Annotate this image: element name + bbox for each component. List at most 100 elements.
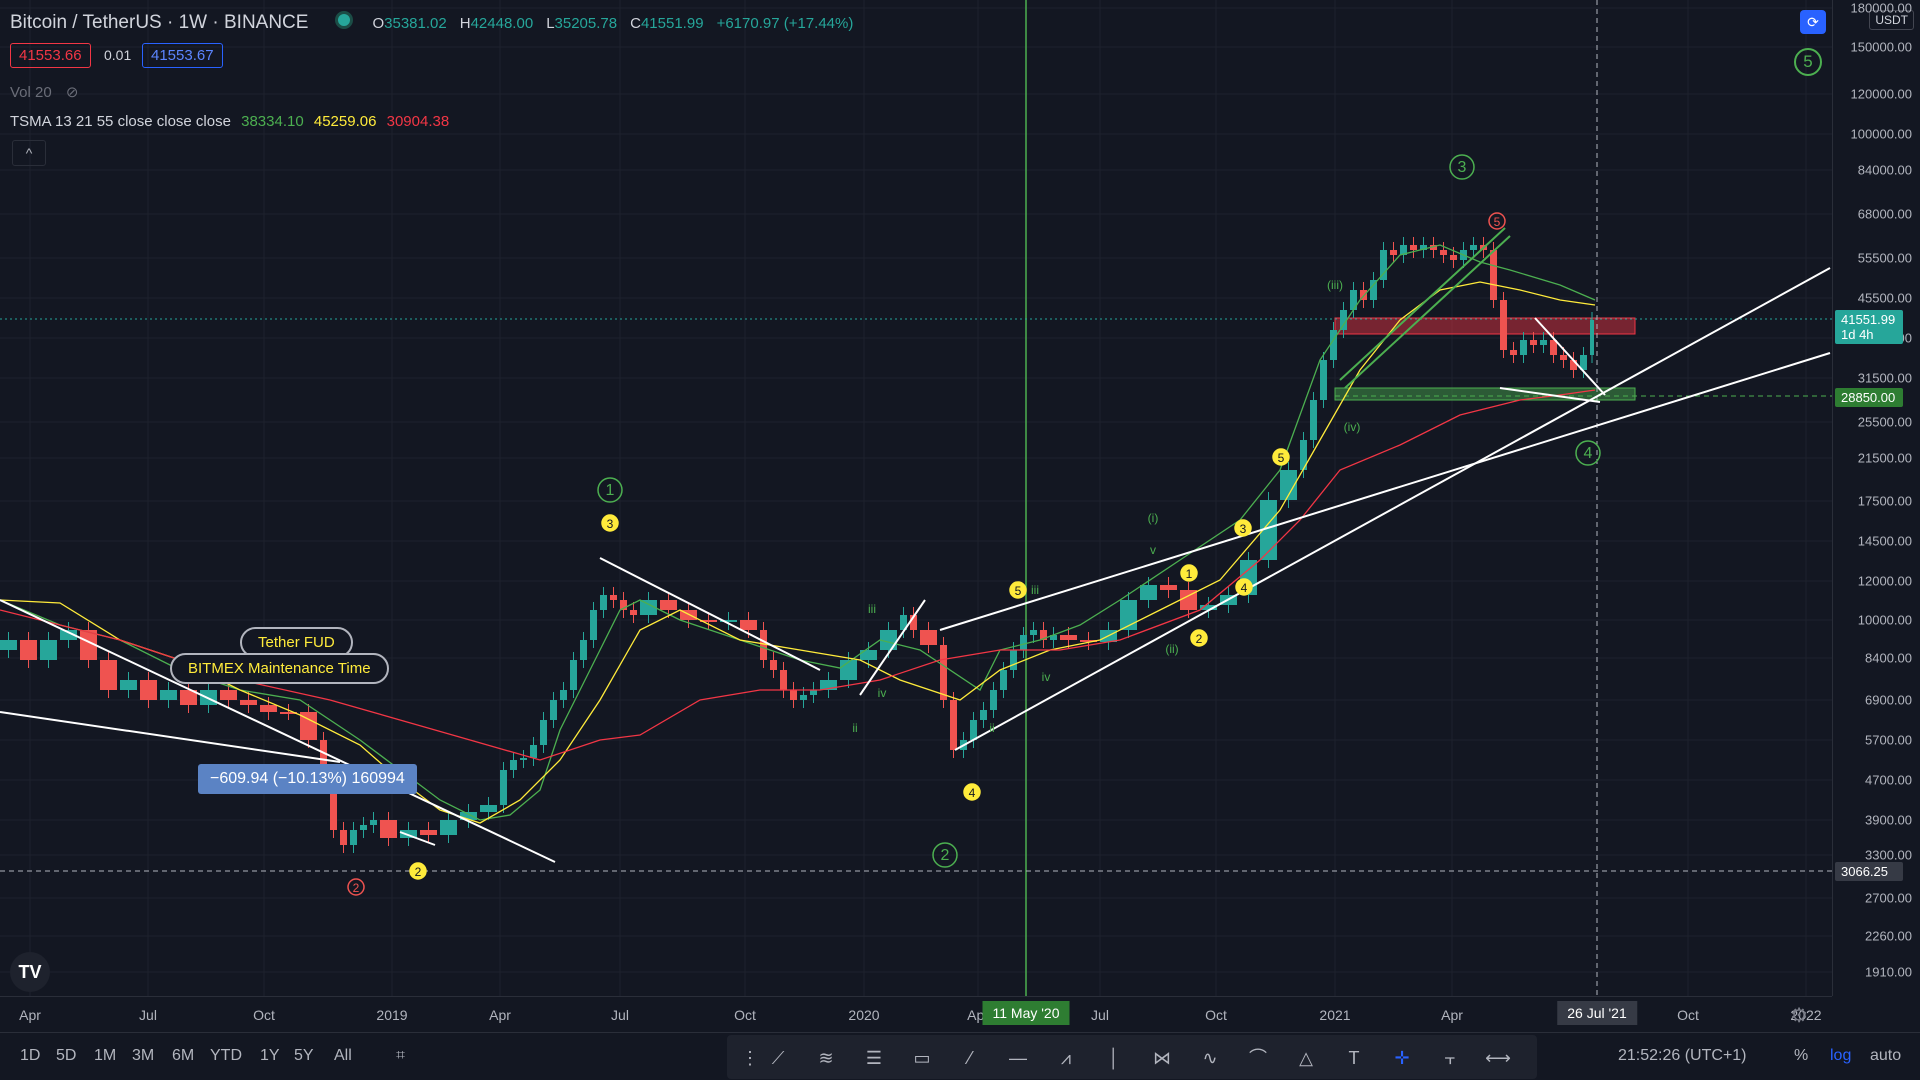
candle-body [40, 640, 57, 660]
trendline-8[interactable] [859, 599, 926, 696]
crosshair-tool-icon[interactable]: ✛ [1394, 1048, 1410, 1068]
buy-button[interactable]: 41553.67 [142, 43, 223, 68]
tsma-indicator[interactable]: TSMA 13 21 55 close close close 38334.10… [10, 113, 449, 130]
elliott-correction-tool-icon[interactable]: ⌒ [1249, 1048, 1267, 1068]
ma-21-line[interactable] [0, 281, 1596, 824]
wave-primary-4[interactable]: 4 [1575, 440, 1601, 466]
ray-tool-icon[interactable]: ⁄ [968, 1048, 972, 1068]
wave-yellow-4[interactable]: 4 [963, 783, 981, 801]
trendline-7[interactable] [1499, 387, 1601, 403]
path-tool-icon[interactable]: ⩘ [1060, 1048, 1072, 1068]
wave-red-2[interactable]: 2 [347, 878, 365, 896]
wave-yellow-2[interactable]: 2 [409, 862, 427, 880]
ma-55-line[interactable] [0, 389, 1596, 761]
sell-button[interactable]: 41553.66 [10, 43, 91, 68]
wave-minor-ii[interactable]: ii [989, 721, 994, 735]
market-status-icon[interactable] [335, 11, 354, 29]
candle-body [1530, 340, 1537, 345]
tradingview-logo[interactable]: TV [10, 952, 50, 992]
candle-body [770, 660, 777, 670]
volume-indicator[interactable]: Vol 20 ⊘ [10, 83, 78, 101]
candle [790, 682, 797, 708]
wave-minor-v[interactable]: v [1150, 543, 1156, 557]
drag-handle-icon[interactable]: ⋮ [741, 1048, 759, 1068]
range-button-5y[interactable]: 5Y [294, 1047, 314, 1064]
price-range-tool-icon[interactable]: ⫟ [1444, 1048, 1456, 1068]
candle [370, 812, 377, 833]
trend-line-tool-icon[interactable]: ⟋ [771, 1048, 785, 1068]
log-toggle[interactable]: log [1830, 1047, 1852, 1064]
elliott-impulse-tool-icon[interactable]: ∿ [1202, 1048, 1218, 1068]
vertical-line-tool-icon[interactable]: │ [1108, 1048, 1120, 1068]
wave-yellow-4b[interactable]: 4 [1235, 578, 1253, 596]
resistance-zone[interactable] [1334, 317, 1636, 335]
candle [510, 752, 517, 778]
text-tool-icon[interactable]: T [1348, 1048, 1360, 1068]
wave-intermediate-i[interactable]: (i) [1148, 511, 1159, 525]
trendline-9[interactable] [399, 831, 436, 846]
auto-toggle[interactable]: auto [1870, 1047, 1902, 1064]
wave-yellow-3[interactable]: 3 [601, 514, 619, 532]
rectangle-tool-icon[interactable]: ▭ [913, 1048, 931, 1068]
pattern-tool-icon[interactable]: ⋈ [1153, 1048, 1171, 1068]
fullscreen-icon[interactable]: ⟳ [1800, 10, 1826, 34]
wave-yellow-5b[interactable]: 5 [1272, 448, 1290, 466]
collapse-legend-button[interactable]: ^ [12, 140, 46, 166]
trendline-1[interactable] [0, 711, 341, 763]
wave-yellow-5[interactable]: 5 [1009, 581, 1027, 599]
high-value: 42448.00 [470, 15, 534, 32]
trendline-3[interactable] [599, 557, 821, 671]
parallel-channel-tool-icon[interactable]: ≋ [818, 1048, 834, 1068]
channel-line-1[interactable] [1339, 227, 1506, 381]
wave-minor-iii-2[interactable]: iii [868, 602, 876, 616]
candle [1400, 237, 1407, 263]
fib-tool-icon[interactable]: ☰ [865, 1048, 883, 1068]
trendline-2[interactable] [0, 599, 556, 863]
wave-intermediate-ii[interactable]: (ii) [1165, 642, 1178, 656]
wave-yellow-1[interactable]: 1 [1180, 564, 1198, 582]
date-range-icon[interactable]: ⌗ [396, 1047, 406, 1064]
wave-yellow-3b[interactable]: 3 [1234, 519, 1252, 537]
horizontal-line-tool-icon[interactable]: — [1009, 1048, 1027, 1068]
trendline-4[interactable] [939, 352, 1831, 631]
range-button-5d[interactable]: 5D [56, 1047, 77, 1064]
symbol-title[interactable]: Bitcoin / TetherUS · 1W · BINANCE [10, 12, 309, 33]
wave-primary-3[interactable]: 3 [1449, 154, 1475, 180]
wave-minor-ii-2[interactable]: ii [852, 721, 857, 735]
range-button-3m[interactable]: 3M [132, 1047, 155, 1064]
settings-gear-icon[interactable]: ⚙ [1790, 1005, 1808, 1027]
wave-primary-1[interactable]: 1 [597, 477, 623, 503]
hidden-eye-icon[interactable]: ⊘ [65, 84, 79, 101]
chart-area[interactable]: 1 2 3 4 (i) (ii) (iii) (iv) ii iii iv v ii iii iv 3 2 4 5 1… [0, 0, 1832, 996]
range-button-all[interactable]: All [334, 1047, 352, 1064]
channel-line-2[interactable] [1344, 235, 1511, 389]
elliott-triangle-tool-icon[interactable]: △ [1299, 1048, 1313, 1068]
price-scale[interactable]: USDT 180000.00 150000.00 120000.00 100000.0… [1832, 0, 1920, 996]
percent-toggle[interactable]: % [1794, 1047, 1809, 1064]
wave-minor-iv-2[interactable]: iv [878, 686, 887, 700]
currency-label[interactable]: USDT [1869, 10, 1914, 30]
candle-body [590, 610, 597, 640]
chart-canvas[interactable]: 1234(i)(ii)(iii)(iv)iiiiiivviiiiiiv32451… [0, 0, 1832, 996]
date-range-tool-icon[interactable]: ⟷ [1485, 1048, 1511, 1068]
wave-red-5[interactable]: 5 [1488, 212, 1506, 230]
range-button-6m[interactable]: 6M [172, 1047, 195, 1064]
range-button-1d[interactable]: 1D [20, 1047, 41, 1064]
range-button-1y[interactable]: 1Y [260, 1047, 280, 1064]
tether-fud-note[interactable]: Tether FUD [240, 627, 353, 658]
wave-yellow-2b[interactable]: 2 [1190, 629, 1208, 647]
range-button-1m[interactable]: 1M [94, 1047, 117, 1064]
wave-primary-2[interactable]: 2 [932, 842, 958, 868]
bitmex-note[interactable]: BITMEX Maintenance Time [170, 653, 389, 684]
wave-intermediate-iii[interactable]: (iii) [1327, 278, 1343, 292]
trendline-5[interactable] [954, 267, 1831, 751]
time-axis[interactable]: Apr Jul Oct 2019 Apr Jul Oct 2020 Apr Jul Oct 2021 A… [0, 996, 1832, 1032]
trendline-6[interactable] [1534, 317, 1606, 396]
wave-5-marker[interactable]: 5 [1794, 48, 1822, 76]
wave-minor-iii[interactable]: iii [1031, 583, 1039, 597]
wave-intermediate-iv[interactable]: (iv) [1344, 420, 1361, 434]
range-button-ytd[interactable]: YTD [210, 1047, 242, 1064]
support-zone[interactable] [1334, 387, 1636, 401]
clock[interactable]: 21:52:26 (UTC+1) [1618, 1047, 1747, 1064]
wave-minor-iv[interactable]: iv [1042, 670, 1051, 684]
